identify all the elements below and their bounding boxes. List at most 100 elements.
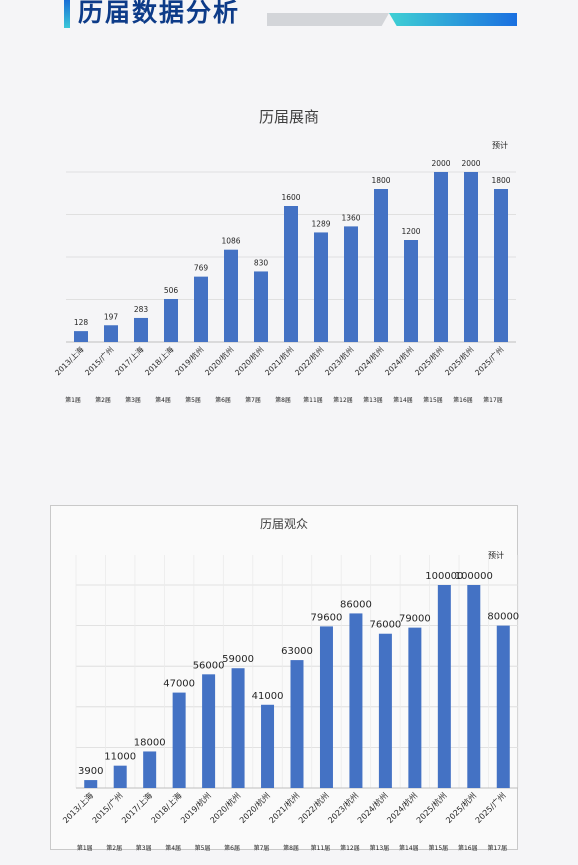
- data-label: 76000: [369, 620, 401, 631]
- bar: [74, 331, 88, 342]
- bar: [113, 765, 127, 788]
- session-label: 第13届: [363, 396, 383, 404]
- bar: [319, 626, 333, 788]
- data-label: 128: [74, 318, 89, 327]
- bar: [496, 625, 510, 788]
- session-label: 第3届: [125, 396, 141, 404]
- data-label: 2000: [431, 159, 450, 168]
- bar: [349, 613, 363, 788]
- session-label: 第16届: [458, 844, 478, 852]
- data-label: 56000: [193, 660, 225, 671]
- bar: [494, 189, 508, 342]
- header-decor-bar-gray: [267, 13, 389, 26]
- x-tick-label: 2024/杭州: [385, 790, 420, 825]
- session-label: 第1届: [77, 844, 93, 852]
- data-label: 1800: [491, 176, 510, 185]
- bar: [134, 317, 148, 342]
- x-tick-label: 2017/上海: [119, 790, 154, 825]
- bar: [464, 172, 478, 342]
- session-label: 第11届: [303, 396, 323, 404]
- session-label: 第17届: [483, 396, 503, 404]
- data-label: 41000: [252, 691, 284, 702]
- x-tick-label: 2024/杭州: [355, 790, 390, 825]
- x-tick-label: 2025/杭州: [444, 790, 479, 825]
- session-label: 第12届: [333, 396, 353, 404]
- header-accent-mark: [64, 0, 70, 28]
- bar: [404, 240, 418, 342]
- x-tick-label: 2025/杭州: [442, 344, 475, 377]
- data-label: 506: [164, 286, 179, 295]
- session-label: 第1届: [65, 396, 81, 404]
- bar: [434, 172, 448, 342]
- x-tick-label: 2013/上海: [60, 790, 95, 825]
- session-label: 第2届: [106, 844, 122, 852]
- bar: [374, 189, 388, 342]
- data-label: 80000: [487, 612, 519, 623]
- session-label: 第13届: [370, 844, 390, 852]
- bar: [231, 668, 245, 788]
- bar: [164, 298, 178, 342]
- session-label: 第14届: [399, 844, 419, 852]
- x-tick-label: 2024/杭州: [352, 344, 385, 377]
- session-label: 第15届: [429, 844, 449, 852]
- data-label: 11000: [104, 752, 136, 763]
- data-label: 283: [134, 305, 149, 314]
- data-label: 86000: [340, 599, 372, 610]
- session-label: 第7届: [254, 844, 270, 852]
- bar: [172, 692, 186, 788]
- x-tick-label: 2022/杭州: [292, 344, 325, 377]
- data-label: 100000: [455, 571, 493, 582]
- x-tick-label: 2017/上海: [112, 344, 145, 377]
- bar: [344, 226, 358, 342]
- x-tick-label: 2025/杭州: [412, 344, 445, 377]
- data-label: 1360: [341, 213, 360, 222]
- x-tick-label: 2023/杭州: [322, 344, 355, 377]
- session-label: 第3届: [136, 844, 152, 852]
- data-label: 18000: [134, 737, 166, 748]
- session-label: 第6届: [215, 396, 231, 404]
- x-tick-label: 2021/杭州: [262, 344, 295, 377]
- exhibitors-forecast-note: 预计: [492, 141, 508, 150]
- exhibitors-chart-title: 历届展商: [258, 108, 319, 126]
- x-tick-label: 2020/杭州: [202, 344, 235, 377]
- session-label: 第2届: [95, 396, 111, 404]
- x-tick-label: 2019/杭州: [178, 790, 213, 825]
- bar: [467, 585, 481, 788]
- bar: [378, 633, 392, 788]
- page-header: 历届数据分析: [0, 0, 578, 36]
- x-tick-label: 2018/上海: [142, 344, 175, 377]
- x-tick-label: 2025/广州: [472, 344, 505, 377]
- data-label: 100000: [425, 571, 463, 582]
- data-label: 2000: [461, 159, 480, 168]
- x-tick-label: 2025/杭州: [414, 790, 449, 825]
- visitors-forecast-note: 预计: [488, 551, 504, 560]
- session-label: 第16届: [453, 396, 473, 404]
- bar: [194, 276, 208, 342]
- session-label: 第8届: [275, 396, 291, 404]
- data-label: 79000: [399, 614, 431, 625]
- exhibitors-chart-panel: 历届展商 预计 128 2013/上海 第1届 197 2015/广州 第2届 283 201…: [0, 90, 578, 420]
- bar: [254, 271, 268, 342]
- bar: [408, 627, 422, 788]
- session-label: 第7届: [245, 396, 261, 404]
- x-tick-label: 2025/广州: [473, 790, 508, 825]
- data-label: 59000: [222, 654, 254, 665]
- data-label: 830: [254, 258, 269, 267]
- session-label: 第4届: [165, 844, 181, 852]
- x-tick-label: 2018/上海: [149, 790, 184, 825]
- session-label: 第4届: [155, 396, 171, 404]
- bar: [437, 585, 451, 788]
- bar: [104, 325, 118, 342]
- x-tick-label: 2024/杭州: [382, 344, 415, 377]
- data-label: 1289: [311, 219, 330, 228]
- x-tick-label: 2013/上海: [52, 344, 85, 377]
- x-tick-label: 2015/广州: [90, 790, 125, 825]
- x-tick-label: 2020/杭州: [237, 790, 272, 825]
- data-label: 63000: [281, 646, 313, 657]
- session-label: 第5届: [195, 844, 211, 852]
- x-tick-label: 2023/杭州: [326, 790, 361, 825]
- session-label: 第14届: [393, 396, 413, 404]
- data-label: 47000: [163, 679, 195, 690]
- session-label: 第15届: [423, 396, 443, 404]
